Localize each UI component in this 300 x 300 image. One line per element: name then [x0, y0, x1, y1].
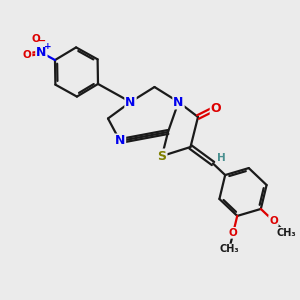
- Text: O: O: [269, 216, 278, 226]
- Text: S: S: [158, 149, 166, 163]
- Text: O: O: [211, 101, 221, 115]
- Text: N: N: [125, 95, 136, 109]
- Text: O: O: [32, 34, 40, 44]
- Text: CH₃: CH₃: [276, 228, 296, 238]
- Text: +: +: [44, 42, 51, 51]
- Text: H: H: [217, 153, 226, 163]
- Text: O: O: [229, 228, 238, 238]
- Text: CH₃: CH₃: [219, 244, 239, 254]
- Text: −: −: [38, 36, 46, 46]
- Text: N: N: [36, 46, 46, 59]
- Text: N: N: [173, 95, 184, 109]
- Text: O: O: [23, 50, 32, 60]
- Text: N: N: [115, 134, 125, 148]
